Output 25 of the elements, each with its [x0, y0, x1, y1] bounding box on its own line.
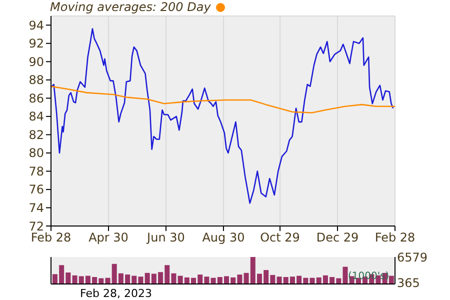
y-tick-label: 90	[28, 54, 44, 69]
y-tick-label: 88	[28, 73, 44, 88]
y-tick-label: 80	[28, 146, 44, 160]
x-tick-label: Feb 28	[374, 230, 416, 245]
x-tick-label: Apr 30	[88, 230, 128, 245]
legend-label: Moving averages: 200 Day	[50, 0, 211, 14]
y-tick-label: 82	[28, 128, 44, 142]
y-tick-label: 76	[28, 182, 44, 197]
y-tick-label: 92	[28, 36, 44, 51]
y-tick-label: 84	[28, 110, 44, 124]
y-tick-label: 74	[28, 201, 44, 215]
y-tick-label: 72	[28, 219, 44, 234]
x-tick-label: Dec 29	[316, 230, 359, 245]
x-tick-label: Jun 30	[146, 230, 185, 245]
x-tick-label: Oct 29	[260, 230, 300, 245]
y-tick-label: 94	[28, 18, 44, 32]
y-tick-label: 6579	[397, 250, 428, 264]
y-tick-label: 365	[397, 276, 420, 290]
y-tick-label: 78	[28, 164, 44, 178]
line-series	[51, 86, 395, 114]
x-tick-label: Aug 30	[202, 230, 245, 245]
text: Feb 28, 2023	[80, 287, 152, 300]
y-tick-label: 86	[28, 91, 44, 106]
x-tick-label: Feb 28	[30, 230, 72, 245]
line-series	[51, 28, 394, 204]
